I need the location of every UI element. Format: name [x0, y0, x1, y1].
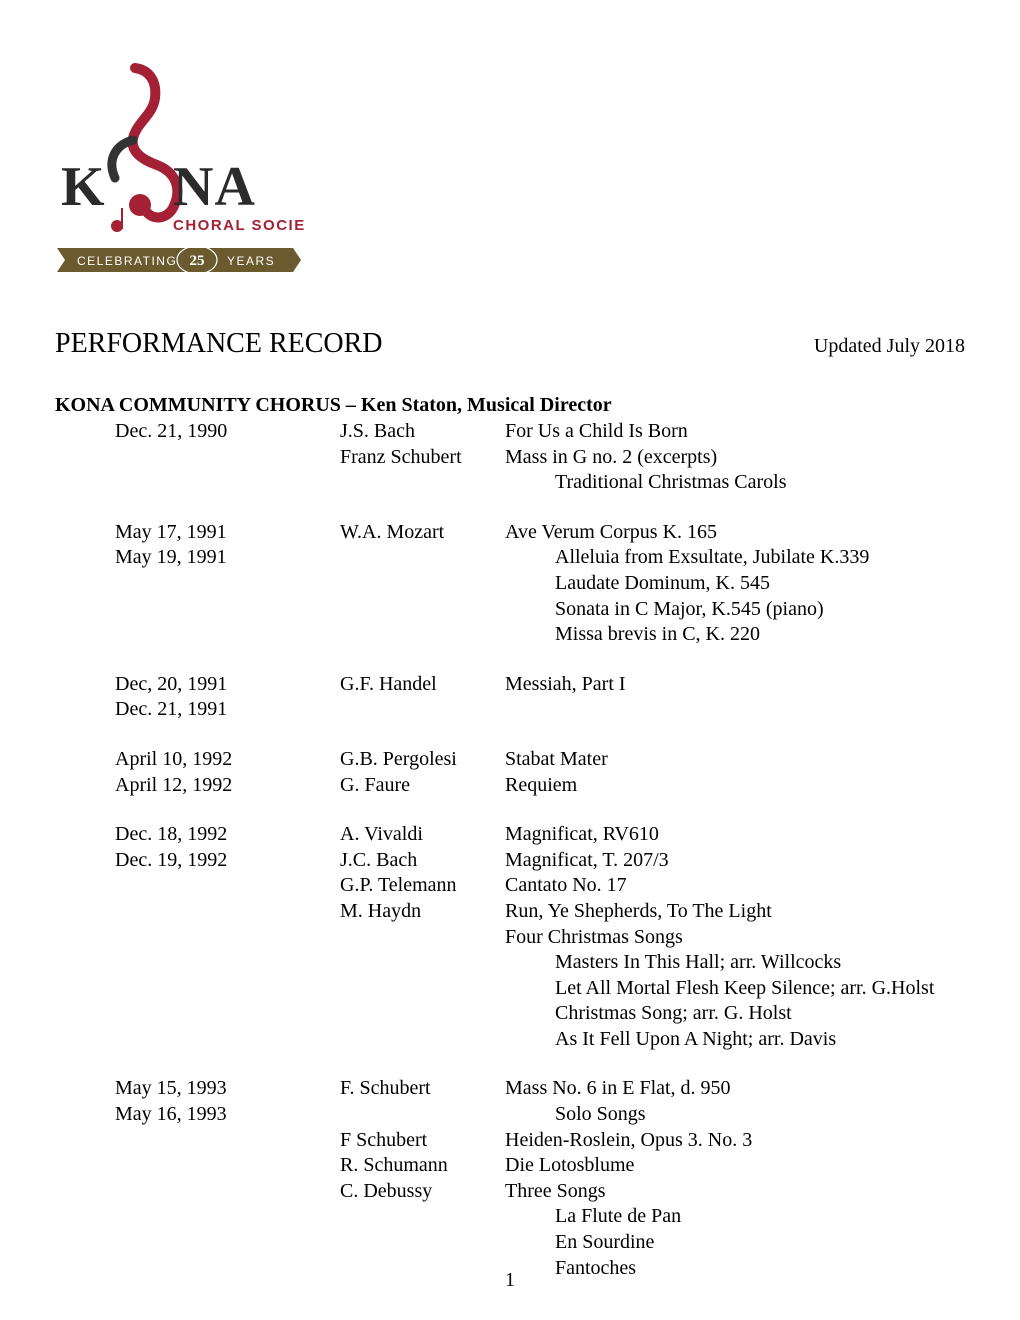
- work: As It Fell Upon A Night; arr. Davis: [505, 1027, 965, 1053]
- banner-left-text: CELEBRATING: [77, 254, 177, 268]
- work: Cantato No. 17: [505, 873, 965, 899]
- work: Requiem: [505, 773, 965, 799]
- page-title: PERFORMANCE RECORD: [55, 328, 383, 360]
- work: Masters In This Hall; arr. Willcocks: [505, 950, 965, 976]
- work: Laudate Dominum, K. 545: [505, 571, 965, 597]
- composer: G.F. Handel: [340, 672, 505, 698]
- composers-column: F. Schubert F SchubertR. SchumannC. Debu…: [340, 1076, 505, 1281]
- performance-entry: Dec, 20, 1991Dec. 21, 1991G.F. HandelMes…: [115, 672, 965, 723]
- logo: K NA CHORAL SOCIETY CELEBRATING 25 YEARS: [55, 60, 965, 280]
- dates-column: April 10, 1992April 12, 1992: [115, 747, 340, 798]
- date: Dec. 19, 1992: [115, 848, 340, 874]
- work: Alleluia from Exsultate, Jubilate K.339: [505, 545, 965, 571]
- composer: G.B. Pergolesi: [340, 747, 505, 773]
- works-column: Mass No. 6 in E Flat, d. 950Solo SongsHe…: [505, 1076, 965, 1281]
- work: Magnificat, T. 207/3: [505, 848, 965, 874]
- composer: C. Debussy: [340, 1179, 505, 1205]
- title-row: PERFORMANCE RECORD Updated July 2018: [55, 328, 965, 360]
- works-column: For Us a Child Is BornMass in G no. 2 (e…: [505, 419, 965, 496]
- dates-column: May 17, 1991May 19, 1991: [115, 520, 340, 648]
- updated-label: Updated July 2018: [814, 335, 965, 358]
- works-column: Magnificat, RV610Magnificat, T. 207/3Can…: [505, 822, 965, 1052]
- composer: M. Haydn: [340, 899, 505, 925]
- svg-text:CHORAL SOCIETY: CHORAL SOCIETY: [173, 217, 305, 234]
- composers-column: W.A. Mozart: [340, 520, 505, 648]
- date: Dec. 21, 1991: [115, 697, 340, 723]
- subtitle: KONA COMMUNITY CHORUS – Ken Staton, Musi…: [55, 394, 965, 417]
- work: Traditional Christmas Carols: [505, 470, 965, 496]
- composer: J.S. Bach: [340, 419, 505, 445]
- page-number: 1: [0, 1269, 1020, 1292]
- work: Solo Songs: [505, 1102, 965, 1128]
- work: Heiden-Roslein, Opus 3. No. 3: [505, 1128, 965, 1154]
- work: Messiah, Part I: [505, 672, 965, 698]
- svg-text:K: K: [61, 156, 107, 218]
- composer: G. Faure: [340, 773, 505, 799]
- dates-column: Dec. 18, 1992Dec. 19, 1992: [115, 822, 340, 1052]
- work: Mass in G no. 2 (excerpts): [505, 445, 965, 471]
- date: May 19, 1991: [115, 545, 340, 571]
- composer: G.P. Telemann: [340, 873, 505, 899]
- works-column: Ave Verum Corpus K. 165Alleluia from Exs…: [505, 520, 965, 648]
- work: Missa brevis in C, K. 220: [505, 622, 965, 648]
- banner-right-text: YEARS: [227, 254, 275, 268]
- performance-entry: Dec. 21, 1990J.S. BachFranz SchubertFor …: [115, 419, 965, 496]
- date: Dec. 18, 1992: [115, 822, 340, 848]
- performance-entry: May 17, 1991May 19, 1991W.A. MozartAve V…: [115, 520, 965, 648]
- composer: R. Schumann: [340, 1153, 505, 1179]
- composer: W.A. Mozart: [340, 520, 505, 546]
- work: Let All Mortal Flesh Keep Silence; arr. …: [505, 976, 965, 1002]
- work: Mass No. 6 in E Flat, d. 950: [505, 1076, 965, 1102]
- performance-entry: April 10, 1992April 12, 1992G.B. Pergole…: [115, 747, 965, 798]
- date: May 16, 1993: [115, 1102, 340, 1128]
- entries-list: Dec. 21, 1990J.S. BachFranz SchubertFor …: [55, 419, 965, 1281]
- composer: [340, 1102, 505, 1128]
- composers-column: G.B. PergolesiG. Faure: [340, 747, 505, 798]
- work: Three Songs: [505, 1179, 965, 1205]
- composer: J.C. Bach: [340, 848, 505, 874]
- svg-text:NA: NA: [173, 156, 256, 218]
- work: Stabat Mater: [505, 747, 965, 773]
- date: April 12, 1992: [115, 773, 340, 799]
- work: For Us a Child Is Born: [505, 419, 965, 445]
- work: Magnificat, RV610: [505, 822, 965, 848]
- dates-column: May 15, 1993May 16, 1993: [115, 1076, 340, 1281]
- work: Ave Verum Corpus K. 165: [505, 520, 965, 546]
- date: April 10, 1992: [115, 747, 340, 773]
- composers-column: J.S. BachFranz Schubert: [340, 419, 505, 496]
- work: En Sourdine: [505, 1230, 965, 1256]
- dates-column: Dec. 21, 1990: [115, 419, 340, 496]
- work: Sonata in C Major, K.545 (piano): [505, 597, 965, 623]
- work: Die Lotosblume: [505, 1153, 965, 1179]
- composers-column: G.F. Handel: [340, 672, 505, 723]
- performance-entry: Dec. 18, 1992Dec. 19, 1992A. VivaldiJ.C.…: [115, 822, 965, 1052]
- composer: A. Vivaldi: [340, 822, 505, 848]
- banner-num-text: 25: [190, 253, 205, 269]
- work: Run, Ye Shepherds, To The Light: [505, 899, 965, 925]
- dates-column: Dec, 20, 1991Dec. 21, 1991: [115, 672, 340, 723]
- date: May 17, 1991: [115, 520, 340, 546]
- composer: F Schubert: [340, 1128, 505, 1154]
- performance-entry: May 15, 1993May 16, 1993F. Schubert F Sc…: [115, 1076, 965, 1281]
- composer: Franz Schubert: [340, 445, 505, 471]
- composers-column: A. VivaldiJ.C. BachG.P. TelemannM. Haydn: [340, 822, 505, 1052]
- composer: F. Schubert: [340, 1076, 505, 1102]
- work: La Flute de Pan: [505, 1204, 965, 1230]
- date: Dec. 21, 1990: [115, 419, 340, 445]
- works-column: Messiah, Part I: [505, 672, 965, 723]
- date: May 15, 1993: [115, 1076, 340, 1102]
- works-column: Stabat MaterRequiem: [505, 747, 965, 798]
- work: Christmas Song; arr. G. Holst: [505, 1001, 965, 1027]
- date: Dec, 20, 1991: [115, 672, 340, 698]
- work: Four Christmas Songs: [505, 925, 965, 951]
